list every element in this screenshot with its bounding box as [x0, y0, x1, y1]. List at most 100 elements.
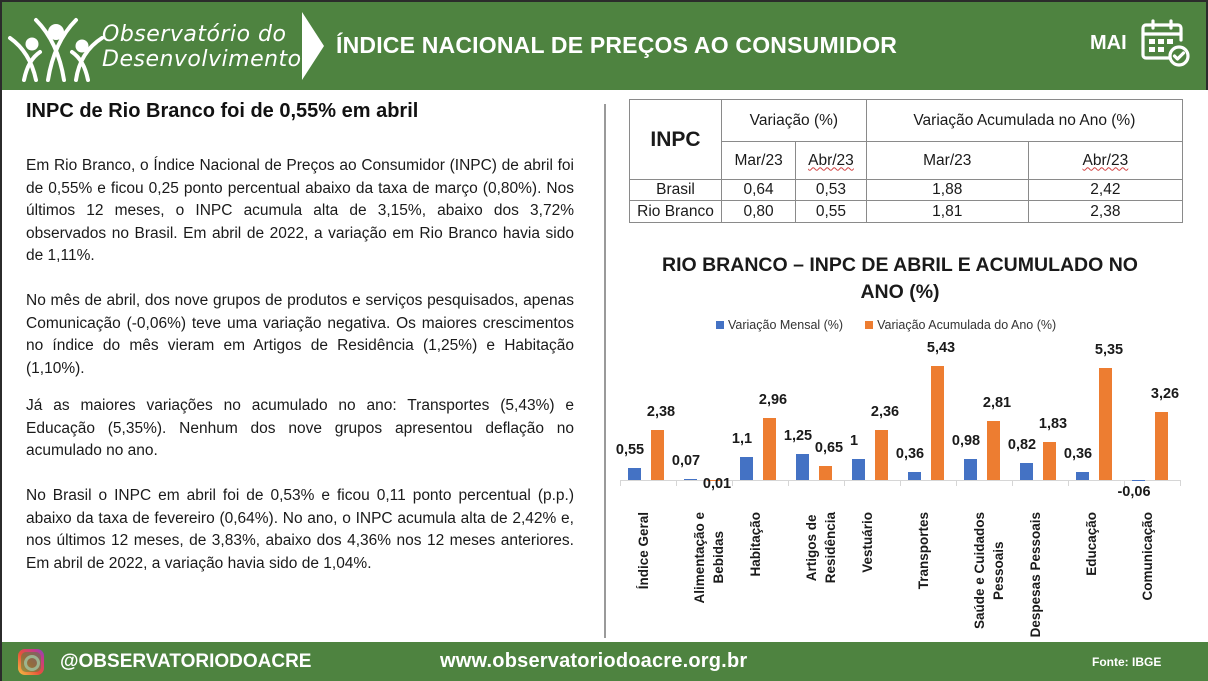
- bar-acumulada: [762, 417, 776, 480]
- x-axis-category-label: Índice Geral: [636, 512, 651, 590]
- bar-mensal: [627, 468, 641, 480]
- x-axis-tick: [900, 480, 901, 486]
- instagram-icon[interactable]: [18, 649, 44, 675]
- bar-mensal: [1075, 472, 1089, 480]
- legend-label: Variação Acumulada do Ano (%): [877, 318, 1057, 332]
- bar-mensal: [1131, 480, 1145, 482]
- bar-acumulada: [1154, 411, 1168, 480]
- x-axis-tick: [788, 480, 789, 486]
- data-label: 0,01: [702, 476, 732, 492]
- x-axis-category-label: Comunicação: [1140, 512, 1155, 601]
- x-axis-tick: [620, 480, 621, 486]
- cell: 2,38: [1027, 200, 1184, 223]
- header-banner: Observatório do Desenvolvimento ÍNDICE N…: [0, 0, 1208, 90]
- cell: 0,55: [795, 200, 867, 223]
- bar-acumulada: [1098, 367, 1112, 480]
- data-label: -0,06: [1117, 484, 1151, 500]
- bar-mensal: [851, 459, 865, 480]
- group-header-variacao: Variação (%): [721, 99, 867, 142]
- bar-acumulada: [874, 430, 888, 480]
- inpc-table: INPC Variação (%) Variação Acumulada no …: [629, 99, 1184, 223]
- x-axis-tick: [1180, 480, 1181, 486]
- sub-header: Mar/23: [720, 141, 797, 180]
- sub-header: Mar/23: [865, 141, 1029, 180]
- cell: 1,88: [865, 179, 1029, 201]
- paragraph-brasil: No Brasil o INPC em abril foi de 0,53% e…: [26, 487, 574, 572]
- bar-mensal: [1019, 462, 1033, 480]
- data-label: 5,43: [926, 339, 956, 356]
- vertical-divider: [604, 104, 606, 638]
- cell: 0,64: [720, 179, 797, 201]
- chevron-right-icon: [302, 12, 324, 80]
- bar-mensal: [795, 453, 809, 480]
- x-axis-tick: [732, 480, 733, 486]
- data-label: 1,25: [783, 427, 813, 444]
- table-row: Rio Branco 0,80 0,55 1,81 2,38: [629, 200, 1184, 223]
- x-axis-category-label: Habitação: [748, 512, 763, 577]
- group-header-acumulada: Variação Acumulada no Ano (%): [865, 99, 1184, 142]
- data-label: 0,07: [671, 452, 701, 469]
- table-corner-header: INPC: [629, 99, 722, 180]
- brand-line-2: Desenvolvimento: [102, 47, 302, 72]
- data-label: 1,83: [1038, 415, 1068, 432]
- data-label: 2,96: [758, 391, 788, 408]
- chart-title: RIO BRANCO – INPC DE ABRIL E ACUMULADO N…: [662, 254, 1138, 303]
- cell: 2,42: [1027, 179, 1184, 201]
- brand-line-1: Observatório do: [102, 22, 287, 47]
- paragraph-groups: No mês de abril, dos nove grupos de prod…: [26, 292, 574, 377]
- x-axis-category-label: Vestuário: [860, 512, 875, 573]
- cell: 0,80: [720, 200, 797, 223]
- data-label: 0,82: [1007, 436, 1037, 453]
- data-label: 2,81: [982, 394, 1012, 411]
- social-handle-link[interactable]: @OBSERVATORIODOACRE: [60, 651, 312, 672]
- data-label: 2,38: [646, 404, 676, 421]
- x-axis-category-label: Saúde e Cuidados Pessoais: [972, 512, 1006, 630]
- website-link[interactable]: www.observatoriodoacre.org.br: [440, 650, 748, 672]
- x-axis-category-label: Educação: [1084, 512, 1099, 576]
- bar-mensal: [739, 456, 753, 480]
- footer-banner: @OBSERVATORIODOACRE www.observatoriodoac…: [0, 642, 1208, 681]
- x-axis-tick: [676, 480, 677, 486]
- paragraph-rio-branco: Em Rio Branco, o Índice Nacional de Preç…: [26, 157, 574, 264]
- bar-acumulada: [986, 420, 1000, 480]
- legend-swatch-orange: [865, 321, 874, 329]
- legend-label: Variação Mensal (%): [728, 318, 844, 332]
- x-axis-category-label: Alimentação e Bebidas: [692, 512, 726, 604]
- data-label: 1,1: [731, 430, 753, 447]
- data-label: 0,55: [615, 442, 645, 459]
- bar-acumulada: [1042, 441, 1056, 480]
- row-label: Brasil: [629, 179, 722, 201]
- cell: 1,81: [865, 200, 1029, 223]
- data-label: 0,65: [814, 440, 844, 457]
- data-label: 0,36: [1063, 446, 1093, 463]
- page-title: ÍNDICE NACIONAL DE PREÇOS AO CONSUMIDOR: [336, 32, 898, 58]
- x-axis-tick: [844, 480, 845, 486]
- bar-mensal: [963, 459, 977, 480]
- legend-item-acumulada: Variação Acumulada do Ano (%): [865, 318, 1056, 332]
- table-row: Brasil 0,64 0,53 1,88 2,42: [629, 179, 1184, 201]
- data-label: 0,98: [951, 433, 981, 450]
- legend-swatch-blue: [716, 321, 724, 329]
- data-label: 1: [849, 433, 859, 449]
- chart-legend: Variação Mensal (%) Variação Acumulada d…: [716, 318, 1056, 332]
- bar-mensal: [907, 472, 921, 480]
- article-headline: INPC de Rio Branco foi de 0,55% em abril: [26, 100, 419, 122]
- brand-name: Observatório do Desenvolvimento: [102, 22, 302, 72]
- people-logo-icon: [8, 18, 104, 82]
- bar-acumulada: [930, 365, 944, 480]
- article-panel: [0, 90, 605, 642]
- data-label: 2,36: [870, 404, 900, 421]
- month-label: MAI: [1090, 32, 1127, 54]
- bar-acumulada: [706, 480, 720, 481]
- sub-header: Abr/23: [1027, 141, 1184, 180]
- x-axis-category-label: Transportes: [916, 512, 931, 590]
- x-axis-tick: [1068, 480, 1069, 486]
- bar-acumulada: [650, 430, 664, 480]
- bar-mensal: [683, 478, 697, 480]
- bar-chart: 0,55 2,38 Índice Geral 0,07 0,01 Alimentação …: [616, 339, 1190, 640]
- sub-header: Abr/23: [795, 141, 867, 180]
- paragraph-accumulated: Já as maiores variações no acumulado no …: [26, 397, 574, 459]
- data-label: 5,35: [1094, 341, 1124, 358]
- data-label: 0,36: [895, 446, 925, 463]
- x-axis-tick: [956, 480, 957, 486]
